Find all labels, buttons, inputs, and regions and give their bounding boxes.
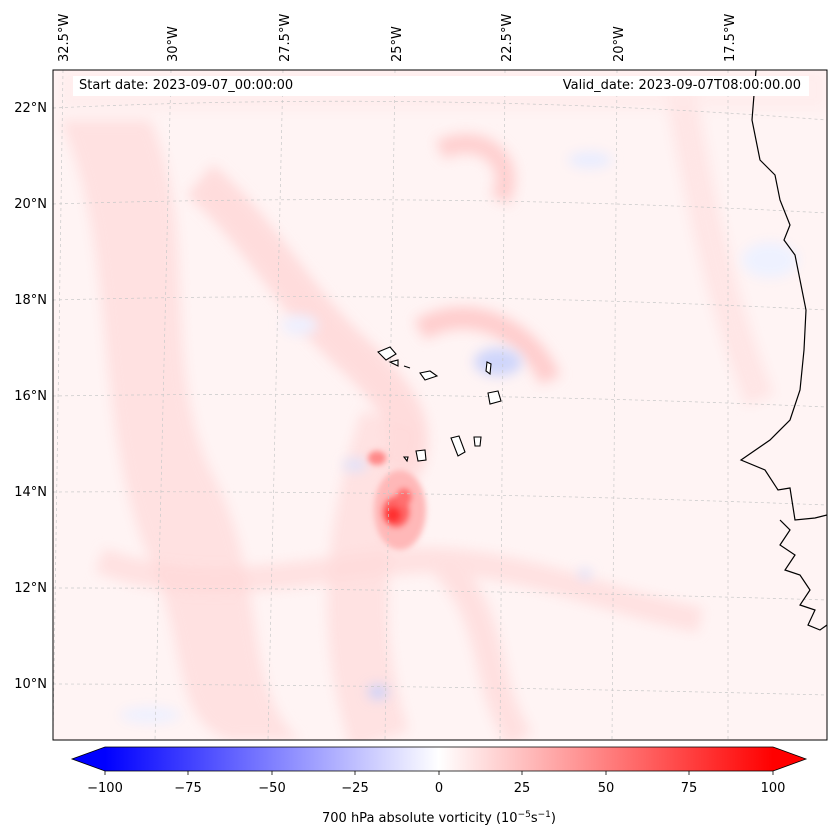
colorbar-tick-label: −25: [341, 781, 368, 796]
lat-label: 18°N: [14, 293, 47, 308]
lon-label: 30°W: [166, 26, 181, 62]
lat-label: 20°N: [14, 197, 47, 212]
cape-verde-islands: [377, 346, 502, 463]
lon-label: 27.5°W: [278, 14, 293, 62]
colorbar-ticks: [104, 771, 774, 775]
lon-label: 17.5°W: [723, 14, 738, 62]
colorbar-tick-label: 25: [514, 781, 531, 796]
latitude-labels: 22°N 20°N 18°N 16°N 14°N 12°N 10°N: [14, 101, 47, 692]
vorticity-maximum: [368, 451, 426, 550]
colorbar-tick-label: 100: [761, 781, 786, 796]
valid-date-label: Valid_date: 2023-09-07T08:00:00.00: [562, 78, 801, 93]
grid-lat-22: [53, 100, 827, 121]
colorbar-tick-label: 50: [598, 781, 615, 796]
colorbar-tick-label: 75: [681, 781, 698, 796]
lat-label: 16°N: [14, 389, 47, 404]
colorbar-tick-label: 0: [435, 781, 443, 796]
plot-frame: [52, 69, 828, 741]
longitude-labels: 32.5°W 30°W 27.5°W 25°W 22.5°W 20°W 17.5…: [57, 14, 738, 62]
graticule: [53, 70, 827, 740]
lat-label: 12°N: [14, 581, 47, 596]
lat-label: 10°N: [14, 677, 47, 692]
colorbar-tick-label: −75: [174, 781, 201, 796]
africa-coastline: [739, 70, 827, 631]
colorbar: −100 −75 −50 −25 0 25 50 75 100 700 hPa …: [70, 746, 808, 826]
colorbar-tick-label: −100: [87, 781, 123, 796]
lon-label: 20°W: [612, 26, 627, 62]
colorbar-max-extend: [773, 747, 806, 771]
header-box: [73, 76, 809, 96]
lon-label: 32.5°W: [57, 14, 72, 62]
colorbar-tick-label: −50: [258, 781, 285, 796]
lon-label: 22.5°W: [500, 14, 515, 62]
colorbar-min-extend: [72, 747, 105, 771]
start-date-label: Start date: 2023-09-07_00:00:00: [79, 78, 294, 93]
colorbar-label: 700 hPa absolute vorticity (10−5s−1): [322, 810, 556, 826]
lon-label: 25°W: [390, 26, 405, 62]
vorticity-field: [53, 70, 827, 740]
lat-label: 14°N: [14, 485, 47, 500]
lat-label: 22°N: [14, 101, 47, 116]
colorbar-gradient: [105, 747, 773, 771]
